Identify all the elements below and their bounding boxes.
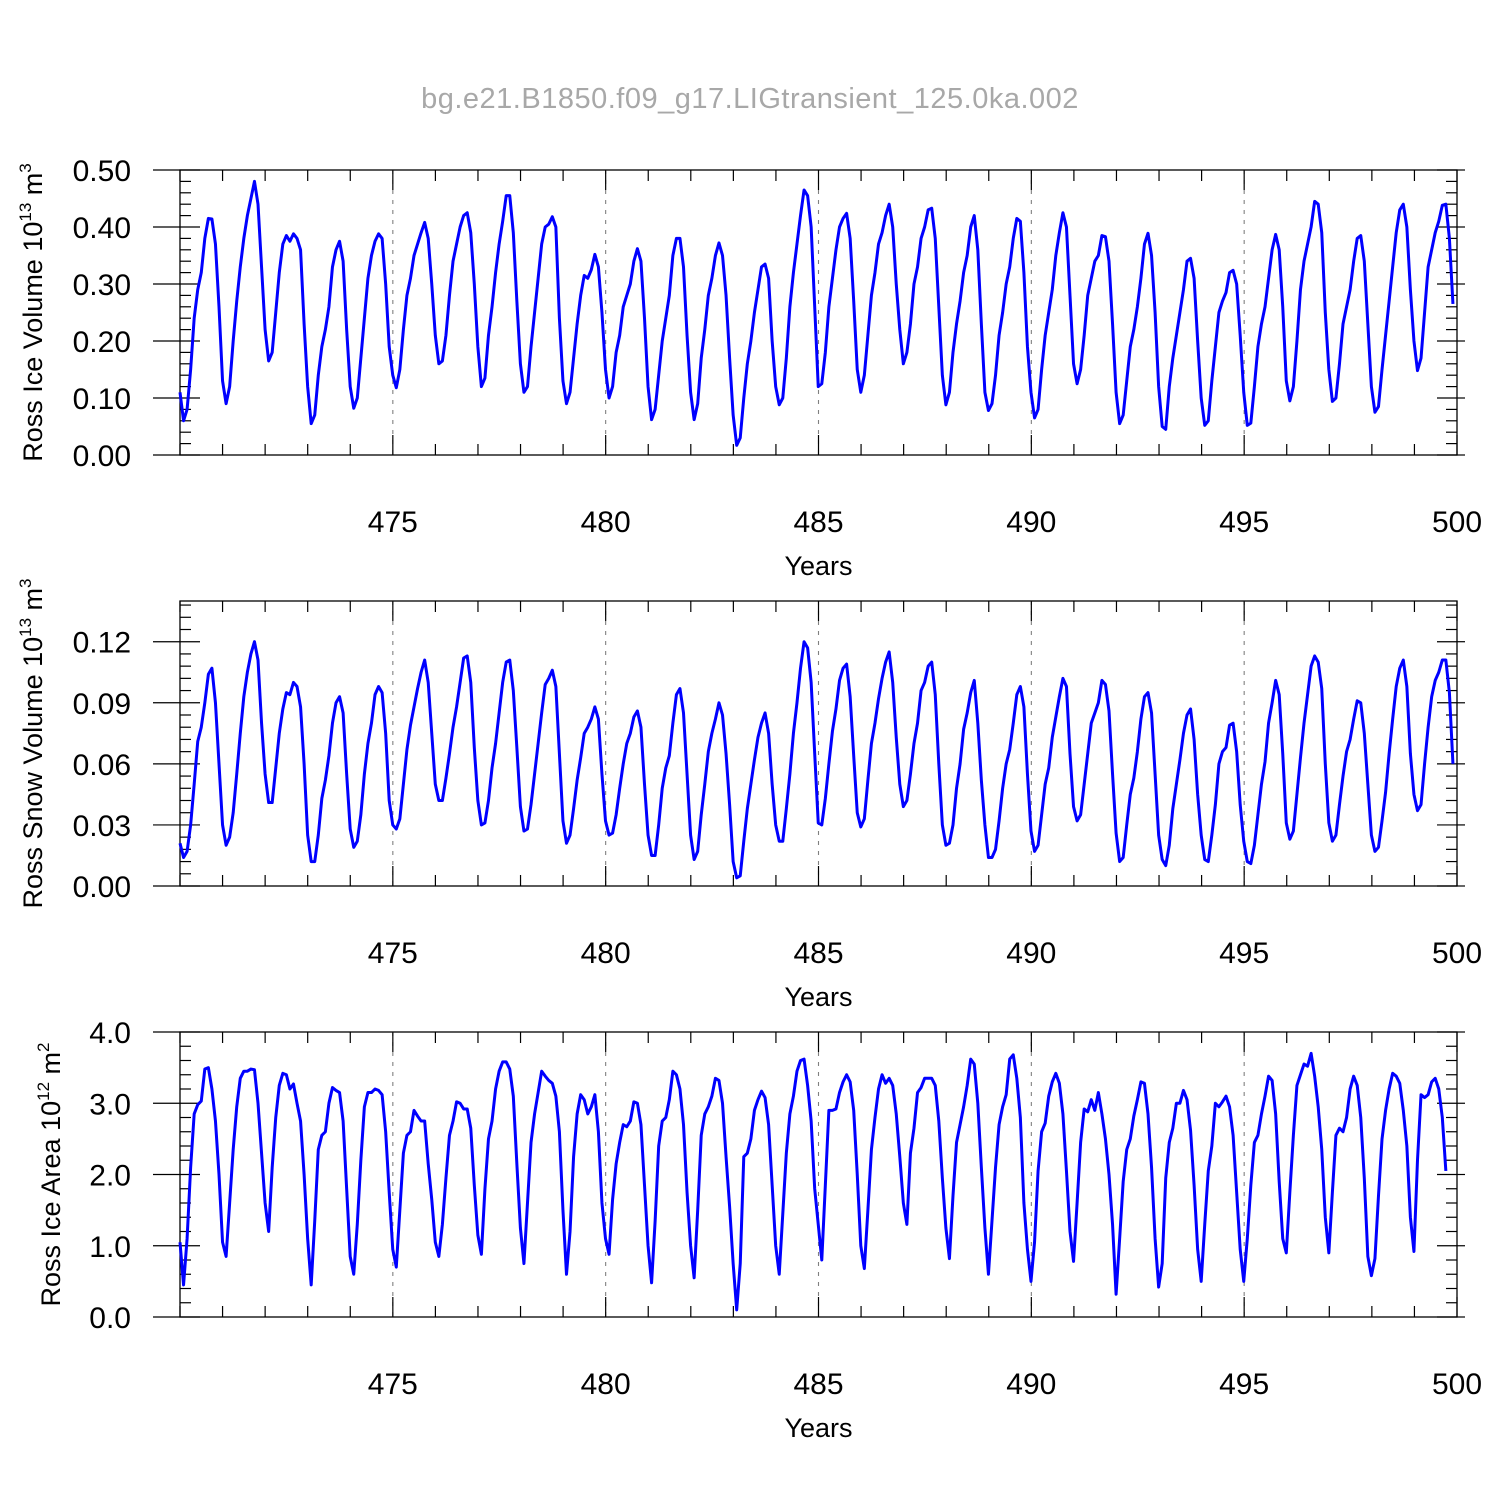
x-tick-label: 485 (793, 506, 843, 539)
y-tick-label: 0.10 (73, 383, 131, 416)
series-line (178, 1051, 1448, 1312)
y-axis-label-text: Ross Snow Volume 10 (18, 637, 48, 909)
x-axis-label: Years (784, 551, 852, 581)
y-tick-label: 1.0 (89, 1231, 131, 1264)
y-axis-label-unit: m (18, 173, 48, 203)
y-tick-label: 3.0 (89, 1088, 131, 1121)
x-tick-label: 480 (581, 937, 631, 970)
y-tick-label: 0.09 (73, 688, 131, 721)
x-tick-label: 495 (1219, 937, 1269, 970)
x-tick-label: 475 (368, 1368, 418, 1401)
x-tick-label: 490 (1006, 937, 1056, 970)
panel-2: 475 480 485 490 495 500 Years 0.00 0.03 0.06 0.09 0… (16, 578, 1482, 1012)
x-tick-label: 490 (1006, 506, 1056, 539)
y-axis-label: Ross Snow Volume 1013 m3 (16, 578, 48, 908)
series-line (178, 640, 1455, 880)
x-tick-label: 500 (1432, 506, 1482, 539)
y-axis-label-text: Ross Ice Volume 10 (18, 222, 48, 462)
y-axis-label-unit: m (18, 588, 48, 618)
series-line (178, 179, 1455, 447)
y-tick-label: 0.00 (73, 871, 131, 904)
y-axis-label: Ross Ice Area 1012 m2 (34, 1042, 66, 1306)
figure-title: bg.e21.B1850.f09_g17.LIGtransient_125.0k… (421, 83, 1079, 115)
x-tick-label: 500 (1432, 937, 1482, 970)
x-tick-label: 475 (368, 937, 418, 970)
y-axis-label-unit-exponent: 2 (34, 1042, 53, 1051)
panel-1: 475 480 485 490 495 500 Years 0.00 0.10 0.20 0.30 0… (16, 155, 1482, 581)
y-axis-label-exponent: 13 (16, 203, 35, 222)
y-tick-label: 0.20 (73, 326, 131, 359)
x-tick-label: 495 (1219, 506, 1269, 539)
y-axis-label-unit-exponent: 3 (16, 578, 35, 587)
y-axis-label-text: Ross Ice Area 10 (36, 1101, 66, 1307)
x-tick-label: 500 (1432, 1368, 1482, 1401)
y-axis-label-exponent: 13 (16, 618, 35, 637)
x-tick-label: 495 (1219, 1368, 1269, 1401)
y-tick-label: 0.40 (73, 212, 131, 245)
x-tick-label: 485 (793, 1368, 843, 1401)
y-axis-label: Ross Ice Volume 1013 m3 (16, 163, 48, 462)
y-tick-label: 0.0 (89, 1302, 131, 1335)
y-axis-label-unit: m (36, 1052, 66, 1082)
y-tick-label: 0.00 (73, 440, 131, 473)
y-tick-label: 0.06 (73, 749, 131, 782)
y-tick-label: 0.03 (73, 810, 131, 843)
y-tick-label: 0.12 (73, 627, 131, 660)
y-tick-label: 0.50 (73, 155, 131, 188)
y-tick-label: 0.30 (73, 269, 131, 302)
y-tick-label: 4.0 (89, 1017, 131, 1050)
x-tick-label: 485 (793, 937, 843, 970)
x-tick-label: 490 (1006, 1368, 1056, 1401)
chart-panels: 475 480 485 490 495 500 Years 0.00 0.10 0.20 0.30 0… (16, 155, 1482, 1443)
x-axis-label: Years (784, 1413, 852, 1443)
y-tick-label: 2.0 (89, 1160, 131, 1193)
x-tick-label: 480 (581, 506, 631, 539)
x-tick-label: 480 (581, 1368, 631, 1401)
x-tick-label: 475 (368, 506, 418, 539)
panel-3: 475 480 485 490 495 500 Years 0.0 1.0 2.0 3.0 4.0 Ro… (34, 1017, 1482, 1443)
y-axis-label-unit-exponent: 3 (16, 163, 35, 172)
x-axis-label: Years (784, 982, 852, 1012)
y-axis-label-exponent: 12 (34, 1082, 53, 1101)
